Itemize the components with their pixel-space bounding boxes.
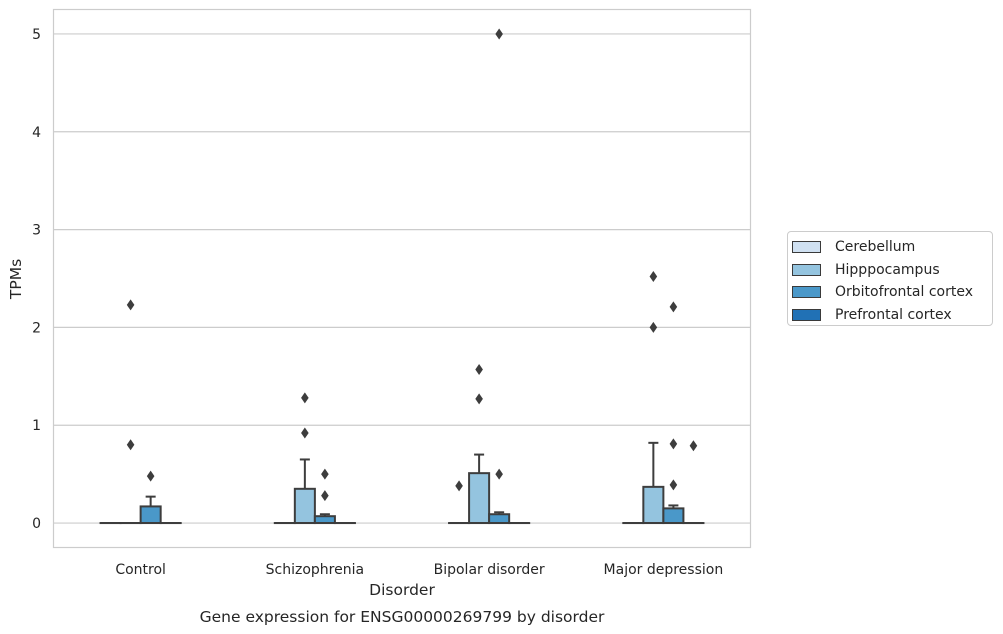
- outlier-point: [146, 470, 155, 482]
- box: [488, 513, 511, 525]
- box: [642, 485, 665, 525]
- legend-item: Hipppocampus: [792, 259, 992, 282]
- figure-caption: Gene expression for ENSG00000269799 by d…: [200, 608, 605, 626]
- outlier-point: [495, 28, 503, 40]
- y-tick-label: 4: [32, 125, 41, 141]
- box-hipppocampus: [293, 392, 316, 525]
- box-prefrontal-cortex: [682, 440, 705, 525]
- x-tick-label: Control: [115, 562, 166, 578]
- box-hipppocampus: [119, 299, 142, 525]
- outlier-point: [126, 299, 135, 311]
- legend-item: Prefrontal cortex: [792, 304, 992, 327]
- y-tick-label: 3: [32, 223, 41, 239]
- legend-item: Cerebellum: [792, 236, 992, 259]
- legend-item: Orbitofrontal cortex: [792, 281, 992, 304]
- x-tick-label: Schizophrenia: [266, 562, 364, 578]
- box-orbitofrontal-cortex: [662, 301, 685, 525]
- box: [468, 472, 491, 525]
- x-axis-label: Disorder: [369, 581, 435, 599]
- x-tick-labels: Control Schizophrenia Bipolar disorder Majo…: [115, 562, 723, 578]
- box-hipppocampus: [642, 271, 665, 525]
- y-tick-label: 1: [32, 418, 41, 434]
- legend-swatch: [792, 286, 821, 299]
- legend-label: Prefrontal cortex: [835, 306, 952, 323]
- outlier-point: [495, 468, 503, 480]
- y-axis-label: TPMs: [7, 259, 25, 300]
- box-orbitofrontal-cortex: [139, 470, 162, 525]
- legend-label: Orbitofrontal cortex: [835, 284, 973, 301]
- outlier-point: [649, 321, 658, 333]
- outlier-point: [301, 427, 309, 439]
- gridlines: [53, 33, 751, 524]
- legend: Cerebellum Hipppocampus Orbitofrontal cort…: [787, 231, 993, 326]
- legend-swatch: [792, 263, 821, 276]
- outlier-point: [475, 363, 483, 375]
- y-tick-label: 5: [32, 27, 41, 43]
- outlier-point: [301, 392, 309, 404]
- outlier-point: [475, 393, 483, 405]
- x-tick-label: Bipolar disorder: [434, 562, 545, 578]
- outlier-point: [126, 439, 135, 451]
- outlier-point: [455, 480, 463, 492]
- x-tick-label: Major depression: [604, 562, 724, 578]
- legend-swatch: [792, 241, 821, 254]
- outlier-point: [689, 440, 698, 452]
- outlier-point: [669, 438, 678, 450]
- box-cerebellum: [448, 480, 471, 525]
- box-orbitofrontal-cortex: [313, 468, 336, 525]
- legend-label: Cerebellum: [835, 239, 916, 256]
- box: [313, 515, 336, 525]
- plot-frame: [52, 8, 752, 549]
- outlier-point: [669, 479, 678, 491]
- box: [139, 505, 162, 525]
- box: [293, 487, 316, 525]
- box: [662, 507, 685, 525]
- box-hipppocampus: [468, 363, 491, 525]
- y-tick-label: 0: [32, 516, 41, 532]
- outlier-point: [669, 301, 678, 313]
- box-orbitofrontal-cortex: [488, 28, 511, 525]
- legend-swatch: [792, 308, 821, 321]
- legend-label: Hipppocampus: [835, 261, 940, 278]
- outlier-point: [321, 468, 329, 480]
- outlier-point: [649, 271, 658, 283]
- y-tick-label: 2: [32, 320, 41, 336]
- box-marks: [99, 28, 705, 525]
- y-tick-labels: 0 1 2 3 4 5: [32, 27, 41, 532]
- outlier-point: [321, 490, 329, 502]
